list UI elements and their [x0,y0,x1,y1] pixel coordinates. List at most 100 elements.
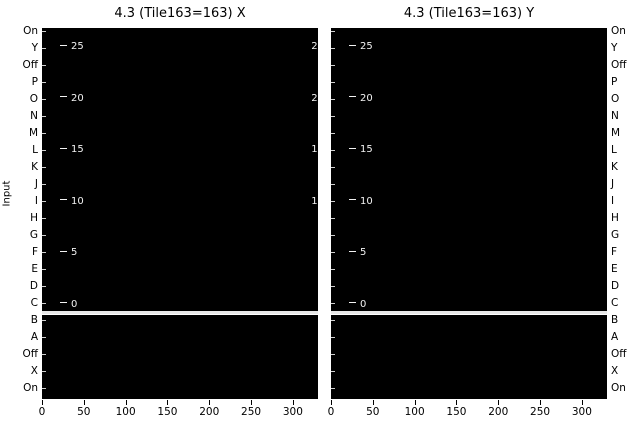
axis-edge-tick [42,218,46,219]
axis-edge-tick [42,201,46,202]
y-tick-label-left: P [31,76,38,88]
x-tick-mark [125,400,127,405]
y-tick-label-right: E [611,263,618,275]
inner-tick-value: 15 [360,144,373,155]
x-tick-mark [209,400,211,405]
y-tick-label-left: B [30,314,38,326]
inner-tick-value: 5 [71,247,78,258]
inner-tick-label: 5 [60,248,77,258]
y-tick-label-left: N [30,110,38,122]
y-tick-label-left: D [29,280,38,292]
tick-dash-icon [349,250,356,252]
y-tick-label-left: G [29,229,38,241]
x-tick-mark [581,400,583,405]
axis-edge-tick [42,303,46,304]
inner-tick-label: 0 [349,299,366,310]
y-tick-label-right: L [611,144,617,156]
y-tick-label-right: X [611,365,619,377]
axis-edge-tick [42,320,46,321]
x-tick-mark [167,400,169,405]
y-tick-label-left: L [32,144,38,156]
tick-dash-icon [349,44,356,46]
y-tick-label-right: H [611,212,619,224]
axis-edge-tick [331,252,335,253]
y-tick-label-right: Off [611,59,627,71]
inner-tick-value: 15 [71,144,84,155]
tick-dash-icon [60,302,67,303]
x-tick-mark [42,400,43,405]
inner-tick-label: 25 [60,42,84,52]
x-tick-label: 200 [199,406,220,418]
axis-edge-tick [42,269,46,270]
x-tick-mark [292,400,294,405]
tick-dash-icon [60,44,67,46]
tick-dash-icon [60,96,67,97]
y-tick-label-right: P [611,76,618,88]
inner-tick-value: 0 [71,298,78,310]
y-tick-label-right: O [611,93,620,105]
y-tick-label-left: On [23,25,38,37]
axis-edge-tick [42,252,46,253]
y-tick-label-left: I [34,195,38,207]
axis-edge-tick [331,116,335,117]
inner-tick-label-right: 15 [311,144,318,155]
x-tick-mark [414,400,416,405]
x-tick-label: 50 [77,406,91,418]
x-tick-label: 150 [157,406,178,418]
x-tick-mark [498,400,500,405]
y-tick-label-right: I [611,195,615,207]
y-tick-label-left: J [34,178,38,190]
inner-tick-label: 20 [349,92,373,104]
y-tick-label-right: B [611,314,619,326]
axis-edge-tick [42,337,46,338]
y-tick-label-left: H [30,212,38,224]
y-tick-label-right: C [611,297,619,309]
axis-edge-tick [42,286,46,287]
axis-edge-tick [331,337,335,338]
y-tick-labels-left: On Y Off P O N M L K J I H G F E D C B A Off X On [0,0,40,440]
x-tick-label: 300 [282,406,303,418]
axis-edge-tick [42,116,46,117]
inner-tick-value: 10 [71,195,84,207]
inner-tick-label-right: 25 [311,41,318,52]
inner-tick-label: 10 [60,195,84,207]
plot-panel-left[interactable]: 25201510502520151050 [42,28,318,397]
x-tick-label: 150 [446,406,467,418]
plot-panel-right[interactable]: 25 20 15 10 5 0 [331,28,607,397]
axis-edge-tick [42,65,46,66]
y-tick-label-left: K [31,161,38,173]
axis-edge-tick [331,354,335,355]
y-tick-label-left: On [23,382,38,394]
x-tick-label: 300 [571,406,592,418]
inner-tick-value: 20 [360,92,373,104]
axis-edge-tick [331,82,335,83]
axis-edge-tick [42,48,46,49]
x-tick-mark [456,400,458,405]
x-tick-mark [331,400,332,405]
y-tick-label-left: X [30,365,38,377]
x-tick-label: 50 [366,406,380,418]
panel-title-left: 4.3 (Tile163=163) X [114,6,246,21]
axis-edge-tick [42,133,46,134]
tick-dash-icon [349,96,356,97]
tick-dash-icon [349,302,356,303]
y-tick-labels-right: On Y Off P O N M L K J I H G F E D C B A Off X On [609,0,640,440]
axis-edge-tick [331,201,335,202]
y-tick-label-right: On [611,382,626,394]
y-tick-label-left: Off [22,59,39,71]
axis-edge-tick [42,150,46,151]
x-axis-line-left [42,397,318,399]
y-tick-label-left: F [31,246,38,258]
inner-tick-label: 25 [349,42,373,52]
y-tick-label-right: D [611,280,620,292]
y-tick-label-right: On [611,25,626,37]
y-tick-label-right: Off [611,348,627,360]
axis-edge-tick [331,371,335,372]
x-tick-label: 250 [530,406,551,418]
axis-edge-tick [42,31,46,32]
axis-edge-tick [331,269,335,270]
inner-tick-value: 25 [71,41,84,52]
axis-edge-tick [331,99,335,100]
axis-edge-tick [42,388,46,389]
